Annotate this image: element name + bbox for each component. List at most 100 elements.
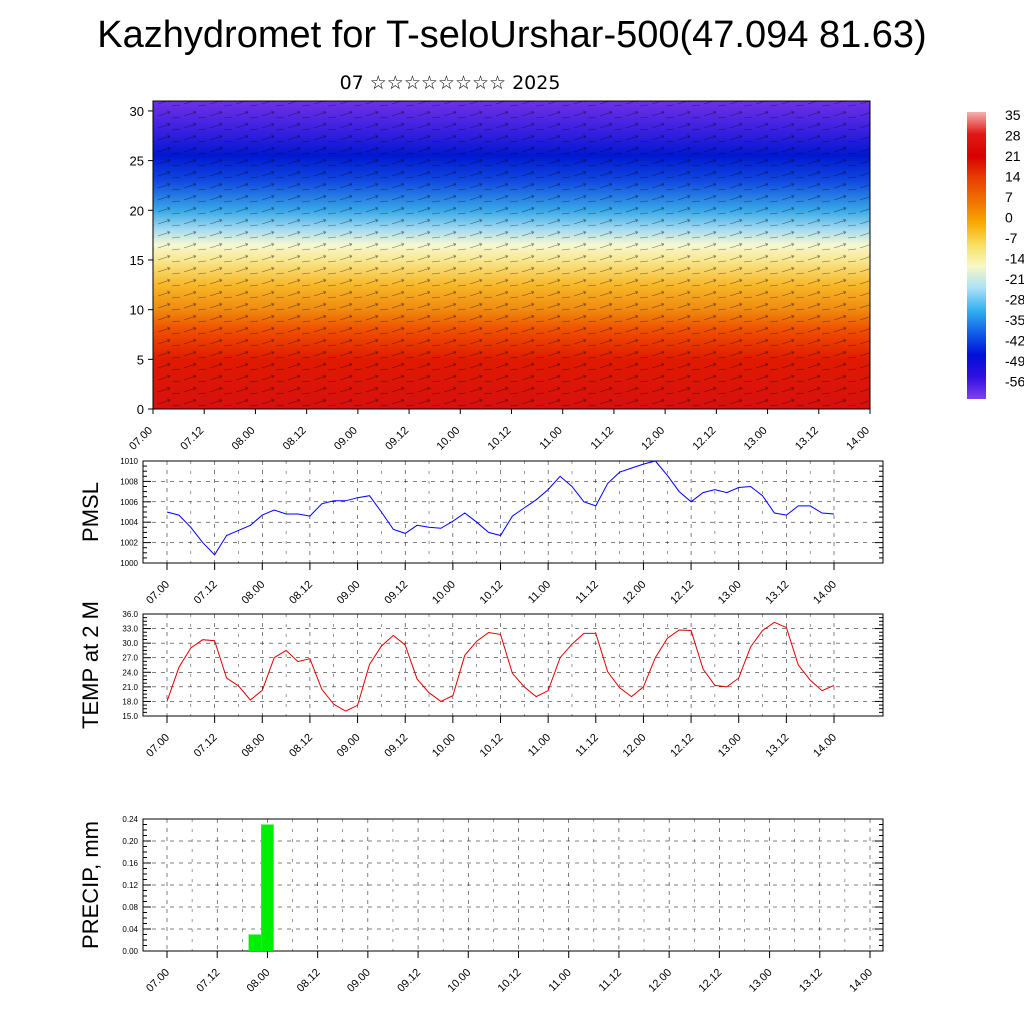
y-tick-label: 0.16 bbox=[122, 859, 138, 868]
x-tick-label: 14.00 bbox=[847, 967, 875, 995]
y-tick-label: 1002 bbox=[120, 539, 138, 548]
x-tick-label: 12.12 bbox=[668, 579, 696, 607]
colorbar-label: -28 bbox=[1005, 292, 1024, 308]
panel-frame bbox=[142, 613, 884, 717]
y-axis-label: PMSL bbox=[78, 482, 103, 542]
y-tick-label: 0.24 bbox=[122, 815, 138, 824]
x-tick-label: 07.00 bbox=[144, 967, 172, 995]
heatmap-x-tick-label: 09.12 bbox=[383, 425, 411, 453]
heatmap-x-tick-label: 11.00 bbox=[537, 425, 564, 452]
heatmap-y-tick-label: 0 bbox=[137, 402, 144, 417]
series-line bbox=[166, 460, 835, 556]
y-tick-label: 18.0 bbox=[122, 697, 138, 706]
y-tick-label: 0.08 bbox=[122, 903, 138, 912]
y-tick-label: 1008 bbox=[120, 477, 138, 486]
y-tick-label: 30.0 bbox=[122, 639, 138, 648]
heatmap-x-tick-label: 08.12 bbox=[281, 425, 309, 453]
colorbar-label: -7 bbox=[1005, 230, 1018, 246]
heatmap-x-tick-label: 10.00 bbox=[434, 425, 462, 453]
precip-panel: 07.00 07.12 08.00 08.12 09.00 09.12 10.00 10.12… bbox=[78, 815, 884, 995]
pmsl-panel: 07.00 07.12 08.00 08.12 09.00 09.12 10.00 10.12… bbox=[78, 457, 884, 607]
y-tick-label: 1006 bbox=[120, 498, 138, 507]
y-tick-label: 1000 bbox=[120, 559, 138, 568]
y-axis-label: PRECIP, mm bbox=[78, 821, 103, 949]
x-tick-label: 08.12 bbox=[287, 579, 315, 607]
colorbar-label: 14 bbox=[1005, 169, 1021, 185]
chart-title: Kazhydromet for T-seloUrshar-500(47.094 … bbox=[97, 14, 927, 56]
x-tick-label: 07.12 bbox=[192, 732, 220, 760]
wind-vectors bbox=[153, 101, 870, 409]
y-tick-label: 0.04 bbox=[122, 925, 138, 934]
heatmap-y-tick-label: 15 bbox=[130, 253, 144, 268]
x-tick-label: 09.12 bbox=[382, 732, 410, 760]
temp-panel: 07.00 07.12 08.00 08.12 09.00 09.12 10.00 10.12… bbox=[78, 601, 884, 760]
heatmap-panel: 0 5 10 15 20 25 30 07.00 07.12 08.00 08.12 09.00 09.… bbox=[127, 100, 872, 453]
x-tick-label: 12.12 bbox=[668, 732, 696, 760]
x-tick-label: 07.00 bbox=[144, 732, 172, 760]
x-tick-label: 10.00 bbox=[430, 579, 458, 607]
colorbar-label: -35 bbox=[1005, 312, 1024, 328]
y-tick-label: 0.20 bbox=[122, 837, 138, 846]
x-tick-label: 10.00 bbox=[430, 732, 458, 760]
colorbar-label: -21 bbox=[1005, 271, 1024, 287]
x-tick-label: 07.12 bbox=[194, 967, 222, 995]
colorbar-label: 21 bbox=[1005, 148, 1021, 164]
heatmap-x-tick-label: 12.12 bbox=[691, 425, 719, 453]
heatmap-x-tick-label: 12.00 bbox=[639, 425, 667, 453]
series-line bbox=[166, 621, 835, 712]
heatmap-y-tick-label: 20 bbox=[130, 203, 144, 218]
y-tick-label: 1004 bbox=[120, 518, 138, 527]
heatmap-x-tick-label: 14.00 bbox=[844, 425, 872, 453]
heatmap-y-tick-label: 10 bbox=[130, 303, 144, 318]
x-tick-label: 10.12 bbox=[478, 732, 506, 760]
x-tick-label: 12.00 bbox=[621, 732, 649, 760]
panel-frame bbox=[142, 460, 884, 564]
x-tick-label: 07.00 bbox=[144, 579, 172, 607]
heatmap-y-tick-label: 30 bbox=[130, 104, 144, 119]
colorbar-label: -14 bbox=[1005, 251, 1024, 267]
x-tick-label: 13.12 bbox=[764, 732, 792, 760]
x-tick-label: 13.00 bbox=[716, 579, 744, 607]
x-tick-label: 13.00 bbox=[716, 732, 744, 760]
x-tick-label: 09.00 bbox=[335, 579, 363, 607]
x-tick-label: 08.00 bbox=[239, 732, 267, 760]
y-tick-label: 36.0 bbox=[122, 610, 138, 619]
heatmap-x-tick-label: 08.00 bbox=[230, 425, 258, 453]
y-axis-label: TEMP at 2 M bbox=[78, 601, 103, 729]
x-tick-label: 07.12 bbox=[192, 579, 220, 607]
y-tick-label: 0.12 bbox=[122, 881, 138, 890]
x-tick-label: 10.12 bbox=[496, 967, 524, 995]
colorbar-label: 35 bbox=[1005, 107, 1021, 123]
x-tick-label: 10.00 bbox=[445, 967, 473, 995]
colorbar-label: 0 bbox=[1005, 210, 1013, 226]
colorbar-label: -42 bbox=[1005, 333, 1024, 349]
x-tick-label: 12.00 bbox=[646, 967, 674, 995]
x-tick-label: 12.00 bbox=[621, 579, 649, 607]
x-tick-label: 09.00 bbox=[345, 967, 373, 995]
y-tick-label: 24.0 bbox=[122, 668, 138, 677]
colorbar-label: -56 bbox=[1005, 374, 1024, 390]
x-tick-label: 11.00 bbox=[526, 732, 553, 759]
x-tick-label: 13.12 bbox=[764, 579, 792, 607]
x-tick-label: 13.00 bbox=[747, 967, 775, 995]
heatmap-x-tick-label: 07.12 bbox=[178, 425, 206, 453]
y-tick-label: 1010 bbox=[120, 457, 138, 466]
colorbar-label: -49 bbox=[1005, 353, 1024, 369]
heatmap-x-tick-label: 13.12 bbox=[793, 425, 821, 453]
chart-subtitle: 07 ☆☆☆☆☆☆☆☆ 2025 bbox=[339, 72, 561, 94]
colorbar-label: 7 bbox=[1005, 189, 1013, 205]
heatmap-x-tick-label: 09.00 bbox=[332, 425, 360, 453]
x-tick-label: 08.12 bbox=[295, 967, 323, 995]
x-tick-label: 11.00 bbox=[546, 967, 573, 994]
x-tick-label: 08.00 bbox=[245, 967, 273, 995]
x-tick-label: 11.00 bbox=[526, 579, 553, 606]
heatmap-x-tick-label: 10.12 bbox=[486, 425, 514, 453]
heatmap-x-tick-label: 13.00 bbox=[742, 425, 770, 453]
x-tick-label: 11.12 bbox=[597, 967, 624, 994]
precip-bar bbox=[248, 934, 262, 951]
heatmap-y-tick-label: 25 bbox=[130, 154, 144, 169]
y-tick-label: 27.0 bbox=[122, 654, 138, 663]
x-tick-label: 09.00 bbox=[335, 732, 363, 760]
heatmap-x-tick-label: 07.00 bbox=[127, 425, 155, 453]
